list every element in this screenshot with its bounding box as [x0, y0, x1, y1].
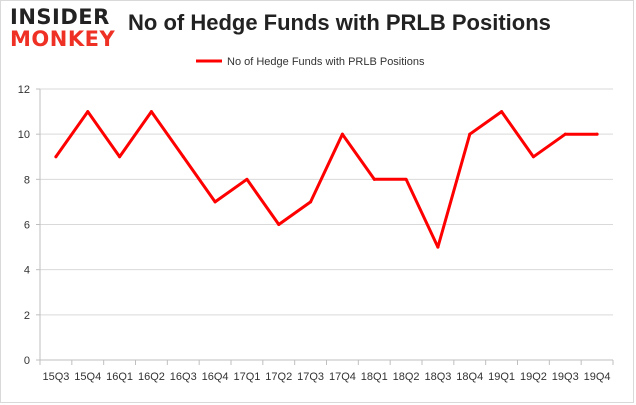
x-tick-label: 16Q1	[106, 371, 133, 383]
y-tick-label: 6	[24, 220, 30, 232]
data-point	[340, 132, 344, 136]
x-tick-label: 17Q1	[233, 371, 260, 383]
data-point	[118, 155, 122, 159]
x-tick-label: 17Q3	[297, 371, 324, 383]
x-tick-label: 16Q3	[170, 371, 197, 383]
data-point	[213, 200, 217, 204]
x-tick-label: 17Q4	[329, 371, 356, 383]
x-tick-label: 16Q2	[138, 371, 165, 383]
data-point	[245, 177, 249, 181]
data-point	[436, 245, 440, 249]
data-point	[468, 132, 472, 136]
data-point	[86, 110, 90, 114]
gridlines	[40, 88, 613, 316]
data-point	[500, 110, 504, 114]
x-tick-label: 19Q4	[584, 371, 611, 383]
x-tick-label: 18Q4	[456, 371, 483, 383]
data-point	[181, 155, 185, 159]
series-line	[54, 110, 599, 249]
x-tick-label: 15Q3	[42, 371, 69, 383]
data-point	[309, 200, 313, 204]
data-point	[277, 223, 281, 226]
y-tick-label: 10	[18, 129, 30, 141]
x-tick-label: 18Q2	[393, 371, 420, 383]
series	[54, 110, 599, 249]
x-tick-label: 19Q2	[520, 371, 547, 383]
data-point	[404, 177, 408, 181]
data-point	[372, 177, 376, 181]
x-tick-label: 15Q4	[74, 371, 101, 383]
x-tick-label: 18Q3	[424, 371, 451, 383]
x-tick-label: 19Q3	[552, 371, 579, 383]
legend-label: No of Hedge Funds with PRLB Positions	[227, 56, 425, 68]
x-tick-label: 16Q4	[202, 371, 229, 383]
y-tick-label: 8	[24, 174, 30, 186]
y-tick-label: 12	[18, 84, 30, 96]
legend: No of Hedge Funds with PRLB Positions	[196, 56, 425, 68]
axes: 0 2 4 6 8 10 12 15Q3 15Q4 16Q1 16Q2 16Q3 16Q4 17Q1 17Q…	[18, 84, 614, 383]
data-point	[149, 110, 153, 114]
y-tick-label: 0	[24, 355, 30, 367]
data-point	[563, 132, 567, 136]
y-tick-label: 2	[24, 310, 30, 322]
logo-text-bottom: MONKEY	[10, 27, 116, 51]
x-tick-label: 18Q1	[361, 371, 388, 383]
y-tick-label: 4	[24, 265, 30, 277]
data-point	[531, 155, 535, 159]
data-point	[54, 155, 58, 159]
logo-text-top: INSIDER	[10, 5, 110, 29]
chart-title: No of Hedge Funds with PRLB Positions	[128, 10, 551, 35]
data-point	[595, 132, 599, 136]
x-tick-label: 19Q1	[488, 371, 515, 383]
x-tick-label: 17Q2	[265, 371, 292, 383]
insider-monkey-logo: INSIDER MONKEY	[10, 4, 120, 52]
